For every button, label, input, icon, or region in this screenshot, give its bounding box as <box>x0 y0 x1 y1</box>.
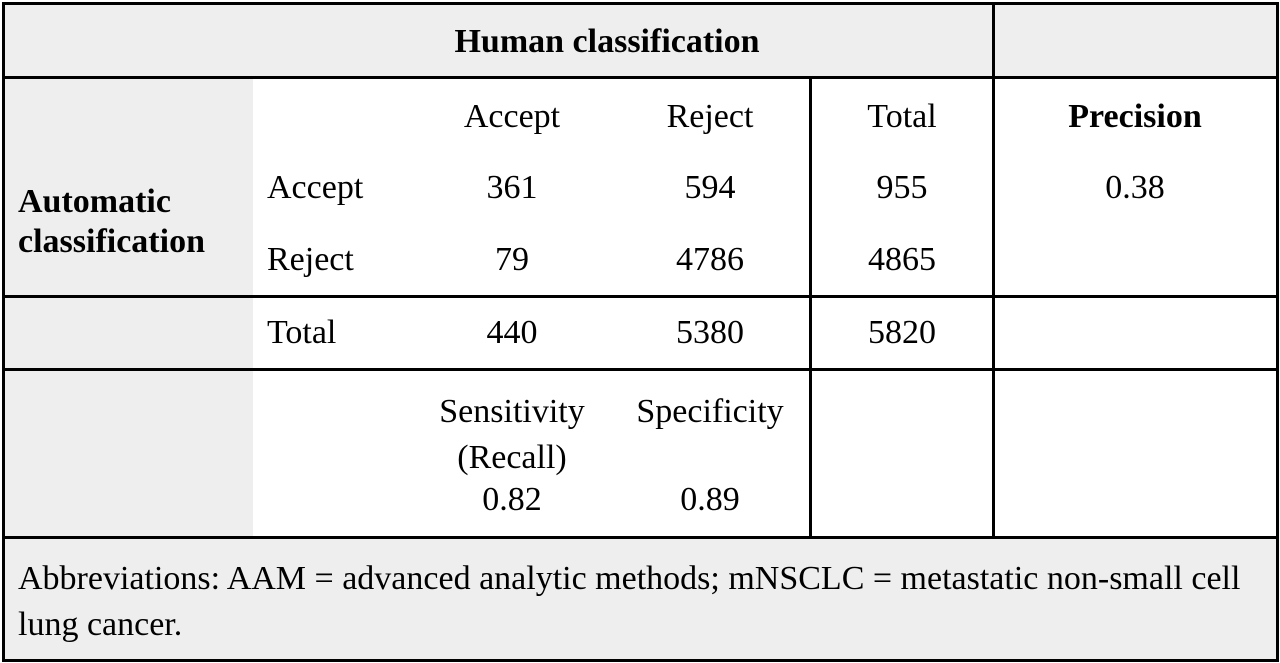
row-label: Total <box>267 314 337 351</box>
metric-label: Specificity <box>636 393 784 430</box>
border <box>2 2 1279 5</box>
row-label: Reject <box>267 241 354 278</box>
cell: 4786 <box>676 241 744 278</box>
column-label: Accept <box>463 98 561 135</box>
cell: 5380 <box>676 314 744 351</box>
row-label: Accept <box>267 169 364 206</box>
border <box>2 2 5 662</box>
cell: 361 <box>486 169 538 206</box>
metric-value: 0.82 <box>482 481 542 518</box>
rule <box>2 368 1279 371</box>
column-label: Reject <box>666 98 754 135</box>
border <box>1276 2 1279 662</box>
rule <box>992 2 995 538</box>
footnote: Abbreviations: AAM = advanced analytic m… <box>18 560 1241 643</box>
metric-label: Sensitivity (Recall) <box>439 393 585 476</box>
cell: 594 <box>684 169 736 206</box>
cell: 955 <box>876 169 928 206</box>
cell: 79 <box>495 241 529 278</box>
header: Human classification <box>454 23 760 60</box>
cell: 4865 <box>868 241 936 278</box>
rule <box>2 536 1279 539</box>
rule <box>2 295 1279 298</box>
cell: 440 <box>486 314 538 351</box>
footnote-bg <box>3 537 1277 660</box>
border <box>2 659 1279 662</box>
cell: 5820 <box>868 314 936 351</box>
rule <box>809 77 812 538</box>
column-label: Total <box>867 98 937 135</box>
rule <box>2 76 1279 79</box>
metric-value: 0.89 <box>680 481 740 518</box>
cell: 0.38 <box>1105 169 1165 206</box>
row-header-bg <box>3 77 253 537</box>
header-bg <box>3 3 1277 77</box>
column-label: Precision <box>1068 98 1202 135</box>
row-header: Automatic classification <box>18 183 205 260</box>
